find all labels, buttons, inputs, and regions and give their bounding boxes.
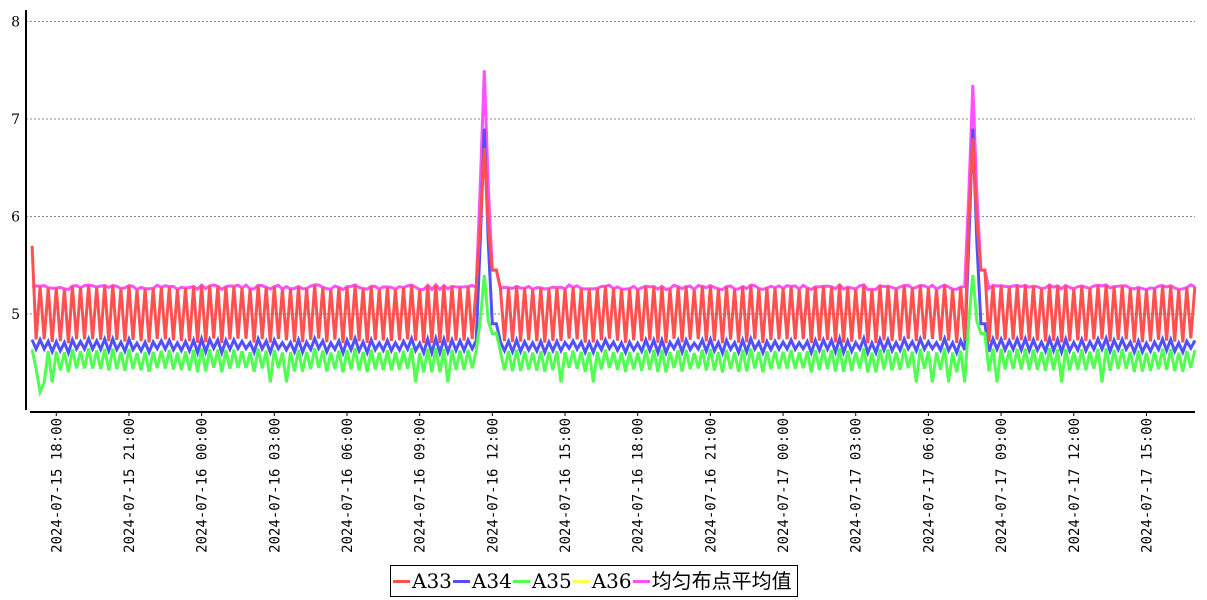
legend-label: 均匀布点平均值: [651, 569, 792, 593]
y-tick-label: 5: [11, 307, 20, 323]
x-axis-ticks: 2024-07-15 18:00 2024-07-15 21:00 2024-07-…: [49, 412, 1155, 553]
series-a34: [30, 128, 1197, 359]
x-tick-label: 2024-07-17 00:00: [776, 418, 792, 553]
x-tick-label: 2024-07-16 00:00: [195, 418, 211, 553]
x-tick-label: 2024-07-16 12:00: [485, 418, 501, 553]
y-tick-label: 7: [11, 112, 20, 128]
x-tick-label: 2024-07-15 18:00: [49, 418, 65, 553]
x-tick-label: 2024-07-16 03:00: [267, 418, 283, 553]
x-tick-label: 2024-07-17 06:00: [921, 418, 937, 553]
legend-swatch: [572, 579, 590, 583]
legend: A33 A34 A35 A36 均匀布点平均值: [390, 565, 798, 597]
x-tick-label: 2024-07-16 09:00: [413, 418, 429, 553]
legend-label: A36: [591, 569, 632, 593]
x-tick-label: 2024-07-17 15:00: [1139, 418, 1155, 553]
legend-swatch: [393, 579, 410, 583]
x-tick-label: 2024-07-16 15:00: [558, 418, 574, 553]
x-tick-label: 2024-07-15 21:00: [122, 418, 138, 553]
legend-label: A33: [412, 569, 452, 593]
series-a33: [30, 138, 1197, 344]
legend-item-a35[interactable]: A35: [512, 566, 572, 596]
y-axis-ticks: 5 6 7 8: [11, 15, 20, 324]
legend-item-average[interactable]: 均匀布点平均值: [632, 566, 792, 596]
legend-item-a34[interactable]: A34: [452, 566, 512, 596]
legend-swatch: [452, 579, 470, 583]
x-tick-label: 2024-07-16 21:00: [703, 418, 719, 553]
legend-swatch: [512, 579, 530, 583]
legend-label: A35: [531, 569, 572, 593]
x-tick-label: 2024-07-17 12:00: [1067, 418, 1083, 553]
x-tick-label: 2024-07-16 18:00: [631, 418, 647, 553]
x-tick-label: 2024-07-17 03:00: [849, 418, 865, 553]
y-tick-label: 8: [11, 15, 20, 31]
y-tick-label: 6: [11, 210, 20, 226]
grid-lines: [26, 21, 1195, 315]
series-average: [32, 70, 1196, 292]
legend-label: A34: [471, 569, 512, 593]
legend-swatch: [632, 579, 650, 583]
legend-item-a33[interactable]: A33: [393, 566, 452, 596]
series-a35: [30, 274, 1197, 398]
x-tick-label: 2024-07-17 09:00: [994, 418, 1010, 553]
x-tick-label: 2024-07-16 06:00: [340, 418, 356, 553]
series-layer: [30, 70, 1197, 398]
legend-item-a36[interactable]: A36: [572, 566, 632, 596]
